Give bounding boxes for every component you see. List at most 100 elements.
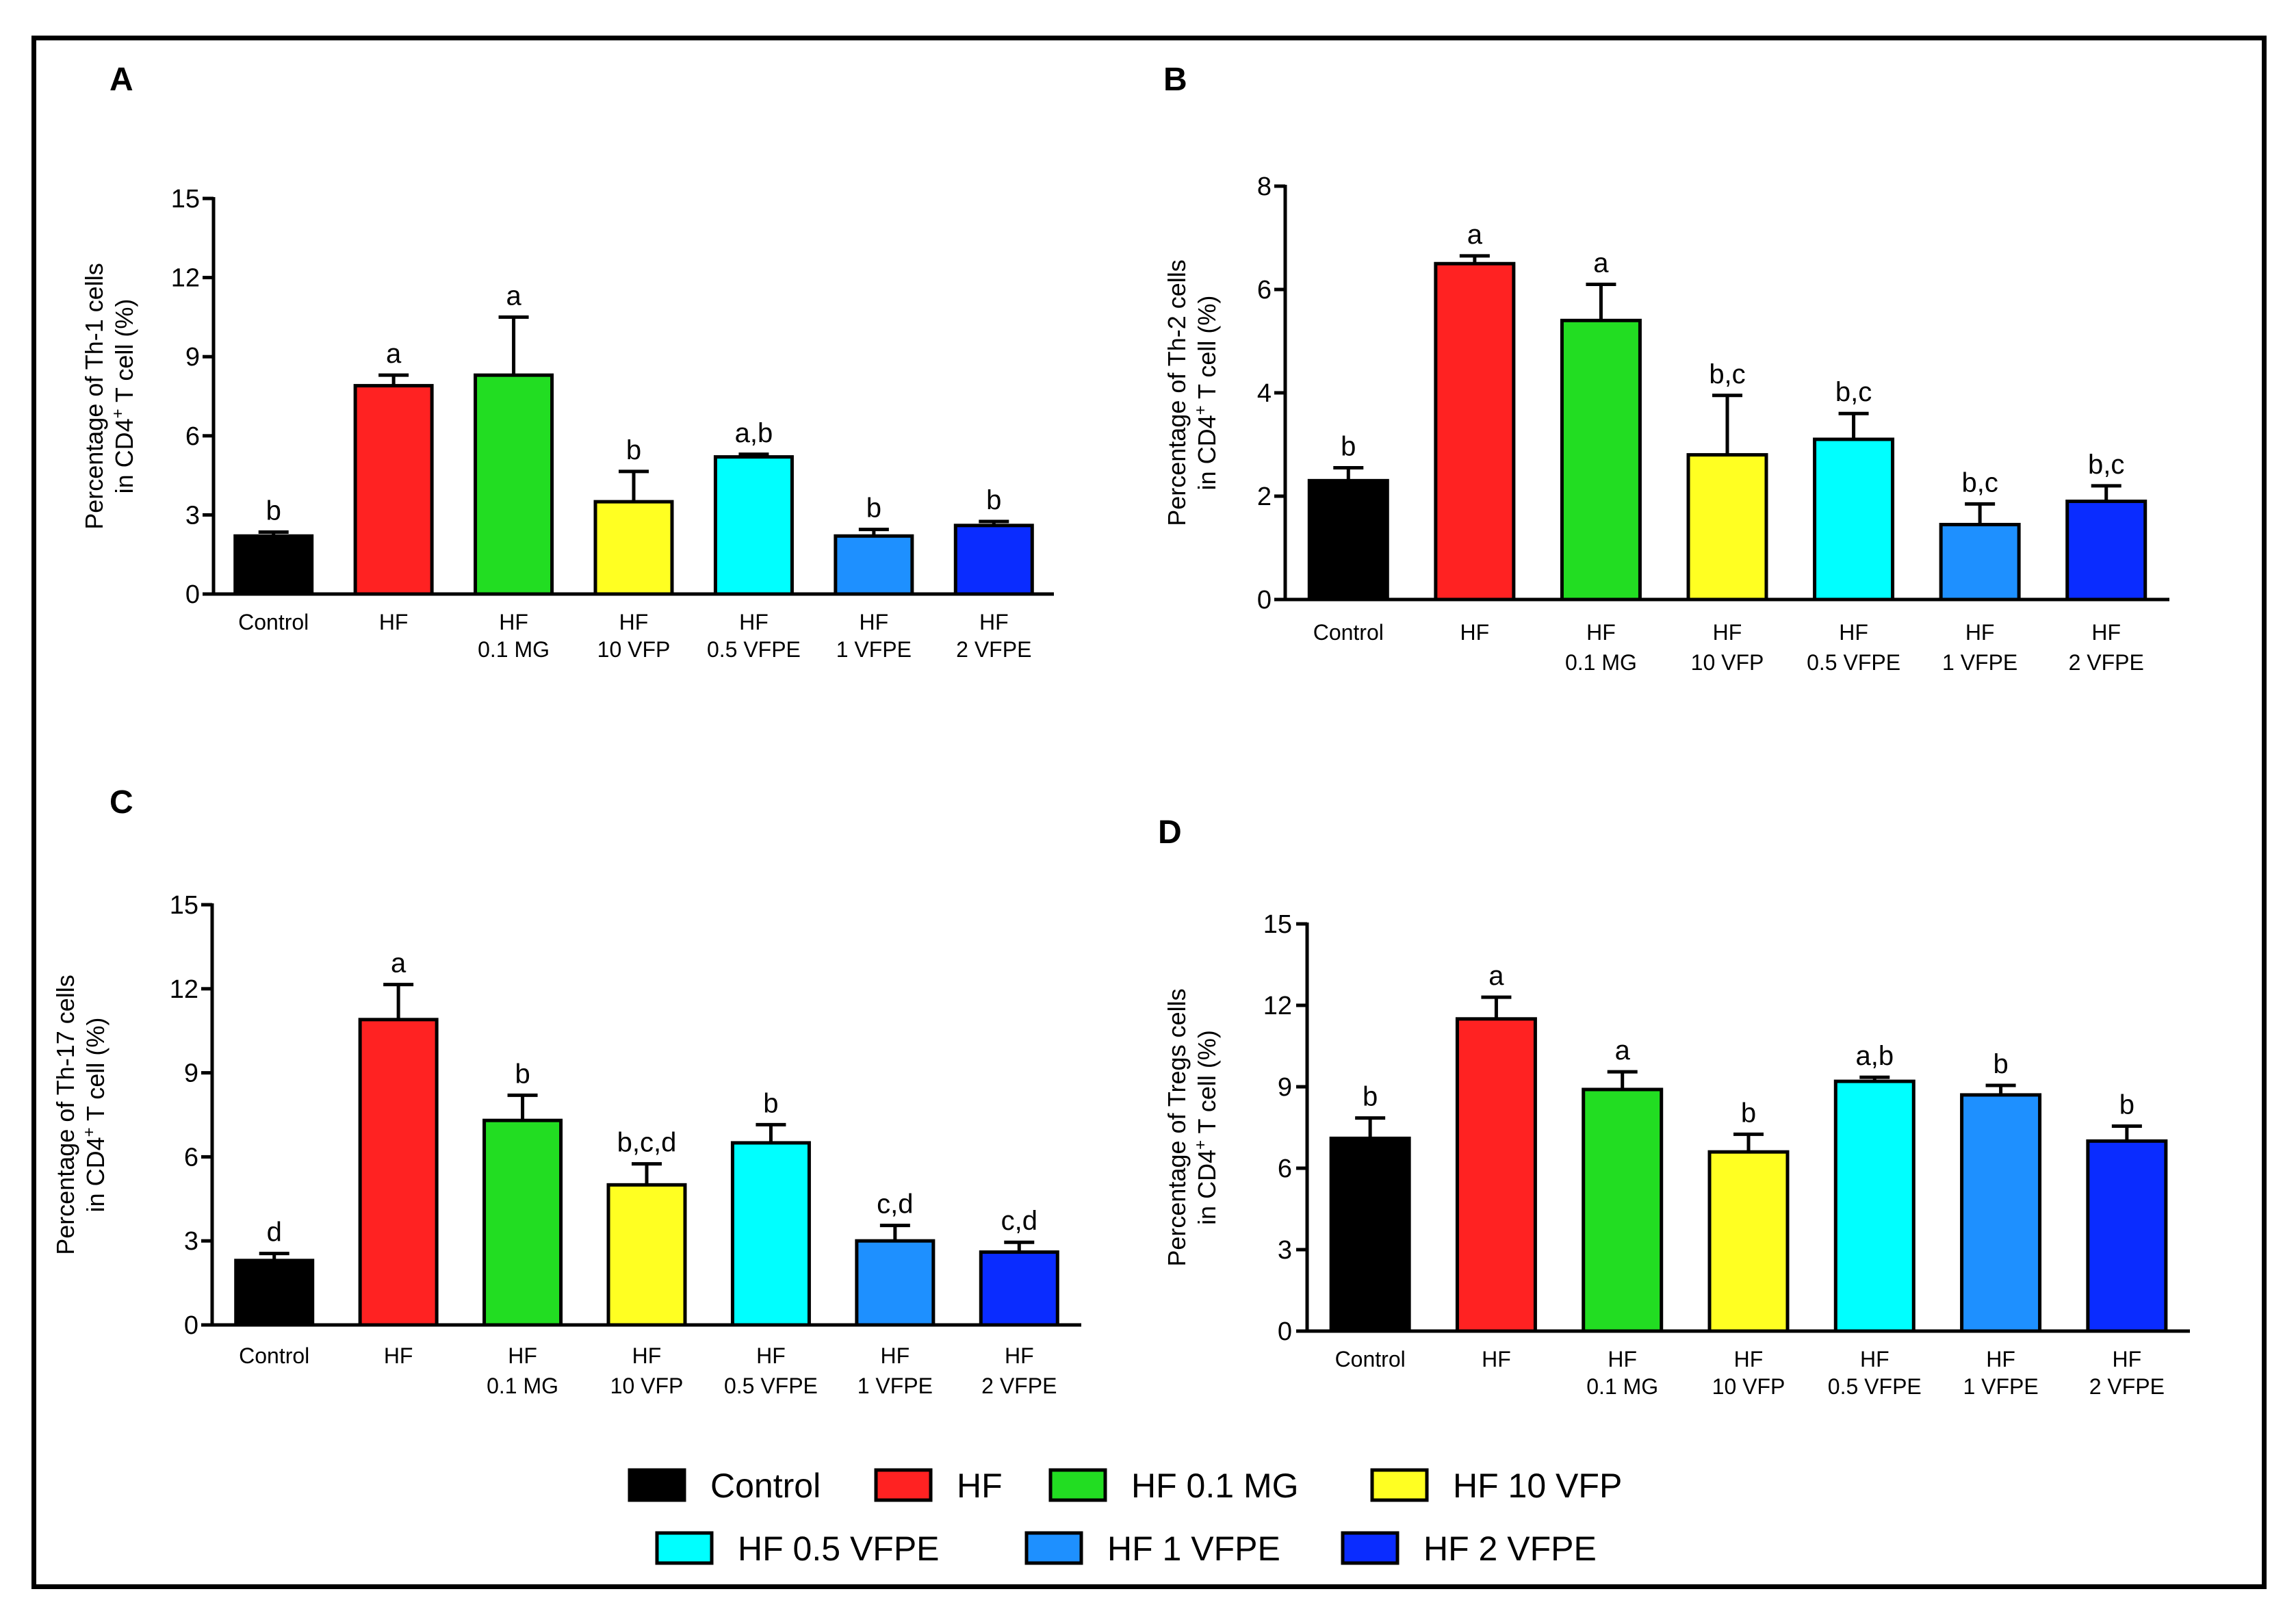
- bar: [474, 373, 554, 596]
- y-tick-label: 9: [185, 343, 200, 372]
- y-tick-label: 9: [184, 1059, 198, 1088]
- panel-d: D 0 3 6 9 12 15 Percentage of Tregs cellsin CD4…: [1158, 814, 2190, 1399]
- bar: [2065, 500, 2147, 602]
- x-category-label: HF: [1839, 620, 1868, 645]
- legend-swatch: [874, 1468, 933, 1502]
- x-category-label: 0.1 MG: [478, 637, 550, 662]
- significance-label: b: [1341, 431, 1356, 461]
- significance-label: b: [515, 1059, 530, 1089]
- x-category-label: HF: [1860, 1347, 1889, 1371]
- bar: [1560, 318, 1642, 602]
- significance-label: b,c: [2088, 450, 2124, 480]
- panel-a: A 0 3 6 9 12 15 Percentage of Th-1 cellsin CD4+…: [80, 62, 1054, 662]
- y-tick-label: 4: [1257, 379, 1272, 408]
- significance-label: a: [1488, 961, 1504, 991]
- bar: [233, 534, 314, 596]
- y-axis-label-line2-end: T cell (%): [110, 299, 138, 409]
- y-axis-label-superscript: +: [109, 409, 127, 418]
- panel-letter: B: [1163, 62, 1187, 98]
- y-axis-label: Percentage of Tregs cellsin CD4+ T cell …: [1163, 988, 1221, 1266]
- bar: [713, 455, 794, 596]
- y-axis-label-line2-end: T cell (%): [1193, 1030, 1221, 1140]
- bar: [1686, 453, 1768, 602]
- y-tick-label: 0: [185, 580, 200, 609]
- legend: Control HF HF 0.1 MG HF 10 VFP HF 0.5 VFPE HF…: [628, 1467, 1622, 1568]
- x-category-label: 1 VFPE: [836, 637, 912, 662]
- y-tick-label: 3: [1278, 1236, 1292, 1265]
- significance-label: b: [986, 485, 1001, 515]
- y-axis-label-line2: in CD4: [81, 1137, 109, 1212]
- significance-label: b: [626, 435, 641, 465]
- legend-swatch: [628, 1468, 686, 1502]
- legend-label: HF 1 VFPE: [1107, 1530, 1280, 1568]
- x-category-label: 2 VFPE: [2089, 1374, 2165, 1399]
- significance-label: b: [266, 495, 281, 526]
- y-axis-label-superscript: +: [1191, 1140, 1210, 1150]
- bar: [1329, 1136, 1411, 1333]
- y-axis-label-superscript: +: [1191, 405, 1210, 415]
- bar: [1939, 523, 2021, 602]
- bar: [730, 1141, 811, 1327]
- significance-label: b: [866, 493, 881, 524]
- bar: [1455, 1017, 1537, 1333]
- significance-label: b: [1363, 1082, 1378, 1112]
- x-category-label: HF: [384, 1343, 413, 1368]
- y-tick-label: 12: [170, 975, 198, 1004]
- legend-swatch: [1341, 1531, 1399, 1565]
- significance-label: a: [506, 281, 521, 311]
- y-tick-label: 0: [184, 1311, 198, 1340]
- bar: [2086, 1139, 2168, 1333]
- x-category-label: HF: [979, 610, 1009, 634]
- legend-swatch: [1370, 1468, 1429, 1502]
- x-category-label: 2 VFPE: [981, 1374, 1057, 1398]
- y-tick-label: 2: [1257, 482, 1272, 511]
- significance-label: a,b: [735, 418, 773, 448]
- x-category-label: HF: [1608, 1347, 1637, 1371]
- y-axis-label-line2: in CD4: [1193, 1150, 1221, 1225]
- x-category-label: 0.1 MG: [1565, 650, 1637, 675]
- significance-label: a: [1467, 220, 1483, 250]
- significance-label: c,d: [1001, 1206, 1037, 1236]
- x-category-label: HF: [1482, 1347, 1511, 1371]
- panel-letter: C: [109, 784, 133, 821]
- y-axis-label-line2: in CD4: [110, 418, 138, 493]
- x-category-label: HF: [756, 1343, 786, 1368]
- panel-letter: A: [109, 62, 133, 98]
- y-tick-label: 3: [184, 1227, 198, 1256]
- x-category-label: HF: [2091, 620, 2121, 645]
- legend-label: HF 0.1 MG: [1131, 1467, 1298, 1505]
- legend-label: HF 10 VFP: [1453, 1467, 1622, 1505]
- bar: [1833, 1079, 1916, 1333]
- y-tick-label: 0: [1257, 586, 1272, 615]
- y-tick-label: 15: [170, 891, 198, 920]
- x-category-label: HF: [1965, 620, 1995, 645]
- y-axis-label-line2-end: T cell (%): [1193, 296, 1221, 406]
- y-tick-label: 12: [1263, 992, 1292, 1020]
- x-category-label: HF: [379, 610, 409, 634]
- significance-label: a: [386, 339, 402, 369]
- legend-swatch: [655, 1531, 714, 1565]
- y-axis-label-line1: Percentage of Th-1 cells: [80, 263, 108, 530]
- legend-swatch: [1048, 1468, 1107, 1502]
- x-category-label: HF: [1586, 620, 1616, 645]
- y-axis-label-line1: Percentage of Th-2 cells: [1163, 259, 1191, 526]
- y-axis-label-line1: Percentage of Th-17 cells: [51, 975, 79, 1255]
- panel-letter: D: [1158, 814, 1182, 851]
- bar: [979, 1250, 1059, 1327]
- bar: [1434, 261, 1516, 602]
- bar: [1813, 437, 1895, 602]
- y-tick-label: 6: [1257, 276, 1272, 305]
- significance-label: b,c: [1835, 377, 1872, 407]
- legend-swatch: [1024, 1531, 1083, 1565]
- legend-label: HF: [957, 1467, 1003, 1505]
- x-category-label: 0.5 VFPE: [724, 1374, 818, 1398]
- x-category-label: 0.1 MG: [1586, 1374, 1658, 1399]
- x-category-label: HF: [619, 610, 649, 634]
- y-tick-label: 6: [184, 1143, 198, 1172]
- bar: [855, 1239, 936, 1327]
- significance-label: b,c: [1709, 359, 1745, 389]
- x-category-label: HF: [860, 610, 889, 634]
- significance-label: b: [1741, 1098, 1756, 1128]
- y-axis-label-line2: in CD4: [1193, 415, 1221, 490]
- x-category-label: HF: [2113, 1347, 2142, 1371]
